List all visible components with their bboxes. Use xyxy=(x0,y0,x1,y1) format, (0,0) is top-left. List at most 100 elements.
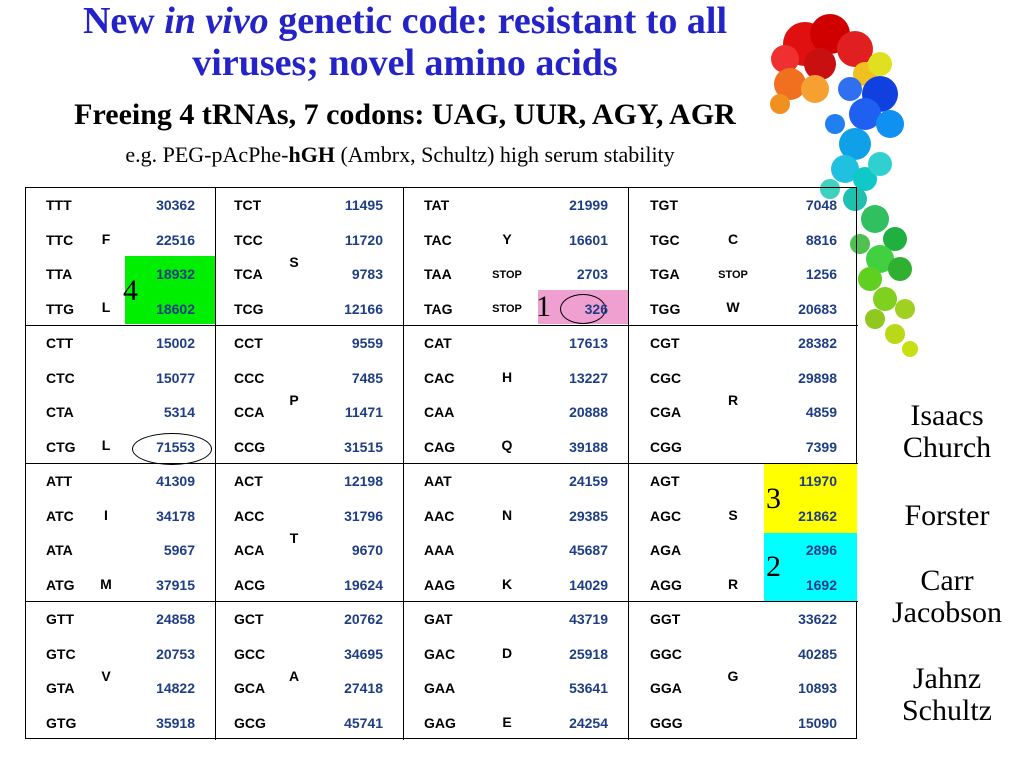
codon-cell: GCT xyxy=(234,611,264,627)
codon-count-cell: 11720 xyxy=(344,231,383,248)
author-group-4: Jahnz Schultz xyxy=(870,663,1024,727)
codon-cell: ATA xyxy=(46,542,73,558)
codon-count-cell: 24159 xyxy=(569,473,608,489)
codon-cell: GTC xyxy=(46,645,76,662)
codon-count-cell: 17613 xyxy=(569,335,608,351)
codon-count-cell: 10893 xyxy=(798,680,837,696)
amino-acid-label: W xyxy=(726,299,740,315)
codon-count-cell: 20762 xyxy=(344,611,383,627)
codon-cell: TAT xyxy=(424,197,450,213)
amino-acid-label: C xyxy=(727,231,739,247)
codon-cell: TTT xyxy=(46,197,72,213)
codon-count-cell: 2703 xyxy=(576,266,608,282)
amino-acid-label: E xyxy=(502,714,512,730)
amino-acid-label: L xyxy=(101,299,111,315)
codon-count-cell: 5314 xyxy=(163,404,195,420)
amino-acid-label: S xyxy=(728,507,738,523)
codon-count-cell: 29385 xyxy=(569,507,608,524)
codon-cell: ATC xyxy=(46,507,74,524)
codon-cell: CAA xyxy=(424,404,455,420)
codon-cell: AAA xyxy=(424,542,455,558)
codon-count-cell: 7485 xyxy=(351,369,383,386)
example-suffix: (Ambrx, Schultz) high serum stability xyxy=(334,142,675,167)
amino-acid-label: L xyxy=(101,437,111,453)
codon-cell: GTA xyxy=(46,680,75,696)
amino-acid-label: R xyxy=(727,576,739,592)
codon-cell: CTG xyxy=(46,438,76,455)
slide-title: New in vivo genetic code: resistant to a… xyxy=(0,0,810,84)
codon-cell: AAC xyxy=(424,507,455,524)
codon-cell: ATG xyxy=(46,576,75,593)
codon-count-cell: 15002 xyxy=(156,335,195,351)
author-name: Church xyxy=(902,431,992,464)
amino-acid-label: V xyxy=(101,668,111,684)
author-group-3: Carr Jacobson xyxy=(870,565,1024,629)
codon-cell: CTC xyxy=(46,369,75,386)
author-name: Schultz xyxy=(902,694,992,727)
highlight-green-uur xyxy=(125,256,215,324)
codon-count-cell: 7399 xyxy=(805,438,837,455)
codon-cell: ACG xyxy=(234,576,266,593)
codon-count-cell: 18602 xyxy=(156,300,195,317)
codon-count-cell: 31796 xyxy=(344,507,383,524)
highlight-cyan-agr xyxy=(764,533,857,601)
marker-1: 1 xyxy=(536,290,551,323)
codon-cell: GGG xyxy=(650,714,683,731)
codon-cell: GCC xyxy=(234,645,266,662)
author-name: Carr xyxy=(920,564,974,597)
codon-count-cell: 27418 xyxy=(344,680,383,696)
codon-cell: GCG xyxy=(234,714,266,731)
author-name: Isaacs xyxy=(910,399,984,432)
codon-count-cell: 43719 xyxy=(569,611,608,627)
codon-cell: TTG xyxy=(46,300,74,317)
amino-acid-label: G xyxy=(727,668,739,684)
marker-3: 3 xyxy=(766,482,781,515)
author-name: Forster xyxy=(904,499,990,532)
amino-acid-label: STOP xyxy=(492,269,522,281)
codon-count-cell: 21999 xyxy=(569,197,608,213)
codon-cell: CCC xyxy=(234,369,265,386)
amino-acid-label: STOP xyxy=(718,269,748,281)
codon-count-cell: 12198 xyxy=(344,473,383,489)
highlight-yellow-agy xyxy=(764,464,857,533)
codon-cell: GCA xyxy=(234,680,266,696)
codon-cell: CAG xyxy=(424,438,456,455)
codon-cell: CCG xyxy=(234,438,266,455)
codon-count-cell: 7048 xyxy=(805,197,837,213)
codon-count-cell: 29898 xyxy=(798,369,837,386)
codon-count-cell: 15090 xyxy=(798,714,837,731)
author-name: Jacobson xyxy=(892,596,1002,629)
codon-count-cell: 35918 xyxy=(156,714,195,731)
title-line2: viruses; novel amino acids xyxy=(192,42,618,84)
subtitle: Freeing 4 tRNAs, 7 codons: UAG, UUR, AGY… xyxy=(74,98,736,131)
title-part2: genetic code: resistant to all xyxy=(268,0,728,42)
codon-cell: CTT xyxy=(46,335,74,351)
codon-count-cell: 33622 xyxy=(798,611,837,627)
codon-count-cell: 22516 xyxy=(156,231,195,248)
codon-count-cell: 16601 xyxy=(569,231,608,248)
codon-cell: GTG xyxy=(46,714,77,731)
codon-count-cell: 12166 xyxy=(344,300,383,317)
codon-cell: TGT xyxy=(650,197,678,213)
amino-acid-label: N xyxy=(501,507,513,523)
amino-acid-label: R xyxy=(727,392,739,408)
codon-cell: GAA xyxy=(424,680,456,696)
codon-cell: AGA xyxy=(650,542,682,558)
codon-cell: GAG xyxy=(424,714,456,731)
codon-count-cell: 40285 xyxy=(798,645,837,662)
codon-count-cell: 41309 xyxy=(156,473,195,489)
codon-cell: TCT xyxy=(234,197,262,213)
codon-count-cell: 15077 xyxy=(156,369,195,386)
amino-acid-label: P xyxy=(289,392,299,408)
codon-cell: TAC xyxy=(424,231,452,248)
codon-cell: AAG xyxy=(424,576,456,593)
codon-count-cell: 8816 xyxy=(805,231,837,248)
codon-cell: TCC xyxy=(234,231,263,248)
amino-acid-label: D xyxy=(501,645,513,661)
codon-count-cell: 31515 xyxy=(344,438,383,455)
codon-count-cell: 24254 xyxy=(569,714,608,731)
codon-cell: TAG xyxy=(424,300,453,317)
codon-count-cell: 53641 xyxy=(569,680,608,696)
circle-annotation-ctg xyxy=(132,433,212,465)
trna-structure-image xyxy=(770,14,918,357)
